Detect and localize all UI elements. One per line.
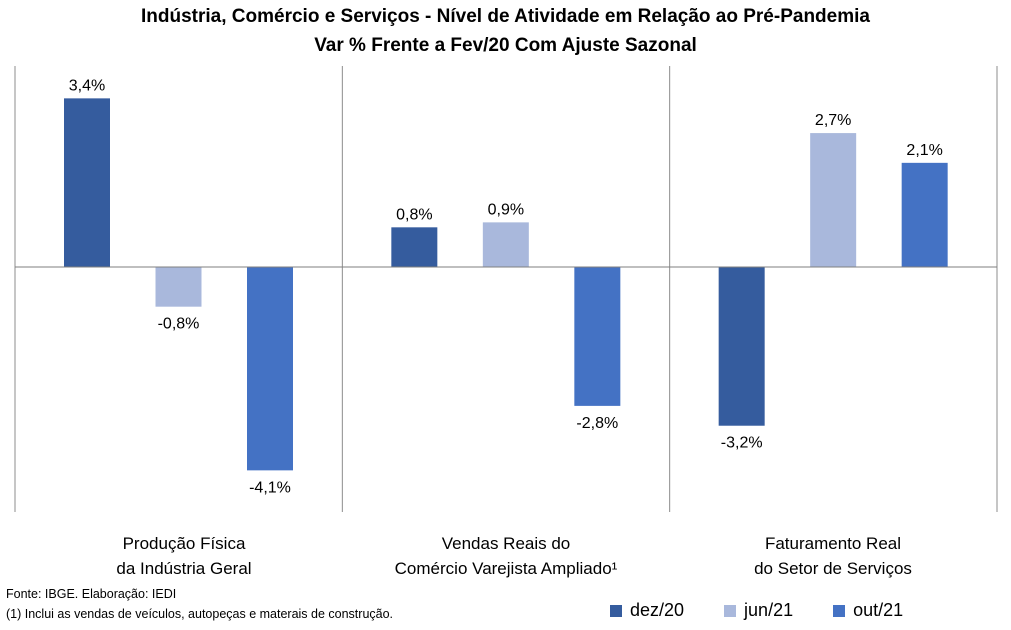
category-label-line: Produção Física <box>122 534 246 553</box>
category-label-comercio: Vendas Reais do Comércio Varejista Ampli… <box>346 531 666 581</box>
data-label: 2,1% <box>906 142 942 159</box>
data-label: -0,8% <box>158 316 200 333</box>
data-label: 2,7% <box>815 112 851 129</box>
category-label-line: Comércio Varejista Ampliado¹ <box>394 559 618 578</box>
bar <box>247 267 293 471</box>
legend-item-out21: out/21 <box>833 600 903 621</box>
data-label: 0,9% <box>488 201 524 218</box>
legend-item-jun21: jun/21 <box>724 600 793 621</box>
data-label: -2,8% <box>576 415 618 432</box>
legend-label: out/21 <box>853 600 904 620</box>
legend-item-dez20: dez/20 <box>610 600 684 621</box>
legend-swatch <box>610 604 622 617</box>
bar <box>64 98 110 267</box>
legend-swatch <box>833 604 846 617</box>
bar <box>482 222 529 267</box>
chart-subtitle: Var % Frente a Fev/20 Com Ajuste Sazonal <box>314 35 697 56</box>
data-label: -3,2% <box>721 435 763 452</box>
bar <box>718 267 765 426</box>
category-label-industria: Produção Física da Indústria Geral <box>24 531 344 581</box>
footnote: (1) Inclui as vendas de veículos, autope… <box>6 607 394 621</box>
legend: dez/20 jun/21 out/21 <box>610 600 903 621</box>
data-label: 3,4% <box>69 77 105 94</box>
category-label-line: Faturamento Real <box>764 534 902 553</box>
legend-swatch <box>724 604 737 617</box>
data-label: -4,1% <box>249 479 291 496</box>
category-label-line: Vendas Reais do <box>441 534 571 553</box>
data-label: 0,8% <box>396 206 432 223</box>
legend-label: jun/21 <box>744 600 794 620</box>
category-label-servicos: Faturamento Real do Setor de Serviços <box>673 531 993 581</box>
category-label-line: do Setor de Serviços <box>754 559 912 578</box>
source-note: Fonte: IBGE. Elaboração: IEDI <box>6 587 177 601</box>
bar <box>810 133 857 267</box>
category-label-line: da Indústria Geral <box>116 559 252 578</box>
chart-title: Indústria, Comércio e Serviços - Nível d… <box>141 6 870 27</box>
bar <box>155 267 202 307</box>
bar <box>901 162 948 267</box>
bar <box>574 267 621 406</box>
legend-label: dez/20 <box>630 600 685 620</box>
bar <box>391 227 438 267</box>
